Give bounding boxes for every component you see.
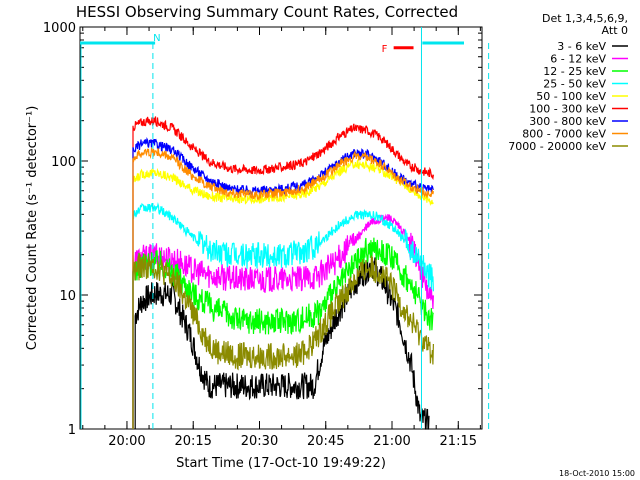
x-axis-label: Start Time (17-Oct-10 19:49:22) bbox=[176, 456, 386, 471]
series-line bbox=[132, 213, 434, 429]
legend-label: 7000 - 20000 keV bbox=[508, 140, 606, 153]
series-layer bbox=[132, 116, 434, 430]
y-tick-label: 100 bbox=[51, 155, 76, 170]
y-axis-label: Corrected Count Rate (s⁻¹ detector⁻¹) bbox=[25, 106, 40, 351]
legend-label: 800 - 7000 keV bbox=[522, 128, 606, 141]
x-tick-label: 21:15 bbox=[440, 434, 477, 449]
flag-label: F bbox=[382, 44, 388, 55]
legend-label: 12 - 25 keV bbox=[543, 65, 606, 78]
legend-label: 6 - 12 keV bbox=[550, 53, 606, 66]
y-tick-label: 10 bbox=[59, 289, 76, 304]
series-line bbox=[132, 252, 434, 429]
series-line bbox=[132, 202, 434, 429]
x-tick-label: 20:30 bbox=[241, 434, 278, 449]
chart-title: HESSI Observing Summary Count Rates, Cor… bbox=[76, 3, 458, 21]
flag-layer: NF bbox=[80, 27, 490, 429]
y-tick-label: 1 bbox=[68, 423, 76, 438]
x-tick-label: 20:45 bbox=[307, 434, 344, 449]
y-tick-label: 1000 bbox=[43, 21, 76, 36]
x-tick-label: 20:15 bbox=[174, 434, 211, 449]
legend-label: 300 - 800 keV bbox=[529, 115, 606, 128]
series-line bbox=[132, 146, 434, 429]
legend-label: 100 - 300 keV bbox=[529, 103, 606, 116]
timestamp: 18-Oct-2010 15:00 bbox=[559, 469, 635, 478]
legend-label: 3 - 6 keV bbox=[557, 40, 606, 53]
tick-labels: 20:00 20:15 20:30 20:45 21:00 21:15 1 10 100 1000 bbox=[43, 21, 477, 449]
plot-frame bbox=[79, 26, 483, 430]
legend-header: Det 1,3,4,5,6,9, bbox=[542, 12, 628, 25]
x-tick-label: 20:00 bbox=[108, 434, 145, 449]
series-line bbox=[132, 237, 434, 429]
legend-label: 25 - 50 keV bbox=[543, 78, 606, 91]
legend-header: Att 0 bbox=[602, 24, 628, 37]
legend-label: 50 - 100 keV bbox=[536, 90, 606, 103]
series-line bbox=[132, 116, 434, 429]
flag-label: N bbox=[153, 33, 160, 44]
x-tick-label: 21:00 bbox=[373, 434, 410, 449]
